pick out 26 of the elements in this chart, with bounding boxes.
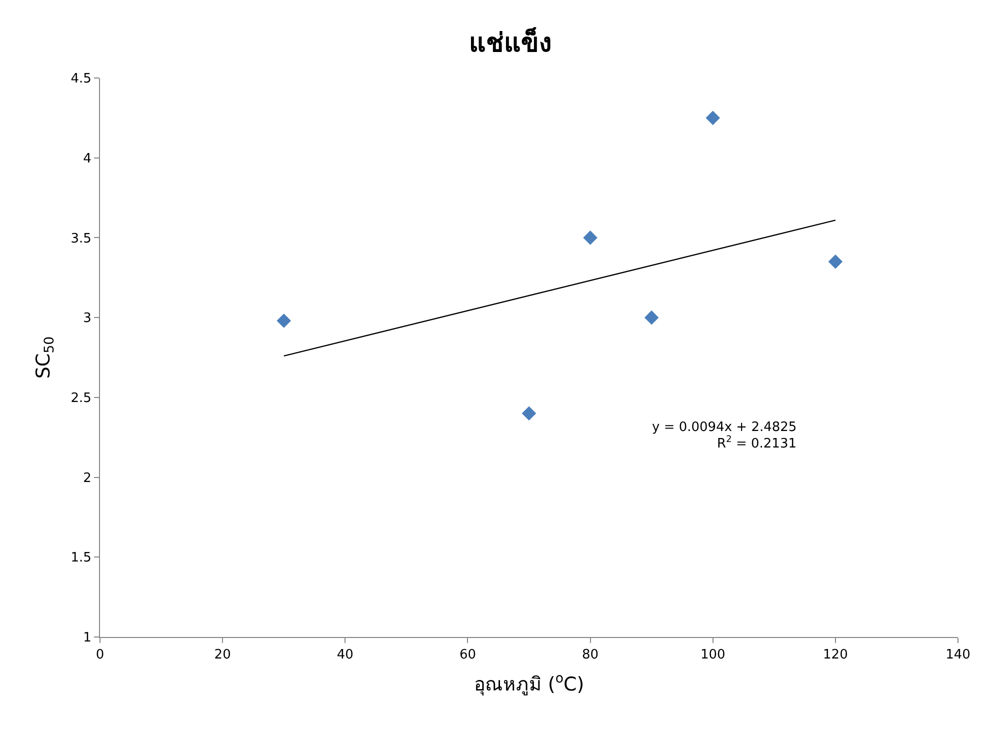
annotation: R$^{2}$ = 0.2131 [717, 435, 796, 452]
x-axis-title: อุณหภูมิ ($^{o}$C) [474, 671, 584, 696]
point [276, 314, 292, 328]
annotation: y = 0.0094x + 2.4825 [652, 420, 797, 435]
y-tick-label: 1.5 [70, 550, 92, 566]
y-tick-label: 2 [83, 470, 92, 486]
x-tick-label: 120 [823, 648, 848, 663]
y-tick-label: 2.5 [70, 390, 92, 406]
x-tick-label: 140 [946, 648, 970, 663]
y-tick-label: 1 [83, 630, 92, 646]
y-tick-label: 4.5 [70, 72, 92, 87]
chart-title: แช่แข็ง [469, 26, 552, 58]
x-tick-label: 40 [336, 648, 354, 663]
point [522, 406, 536, 421]
x-tick-label: 80 [582, 648, 599, 663]
point [828, 254, 843, 269]
point [706, 110, 720, 126]
x-tick-label: 20 [214, 648, 231, 663]
x-tick-label: 0 [96, 648, 104, 663]
y-tick-label: 3.5 [70, 231, 92, 246]
x-tick-label: 100 [700, 648, 726, 663]
x-tick-label: 60 [459, 648, 476, 663]
point [583, 230, 598, 245]
y-tick-label: 4 [83, 151, 92, 166]
y-tick-label: 3 [83, 311, 92, 326]
point [644, 310, 659, 325]
